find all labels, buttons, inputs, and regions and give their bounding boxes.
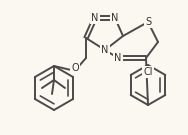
- Text: N: N: [114, 53, 122, 63]
- Text: Cl: Cl: [143, 67, 153, 77]
- Text: N: N: [111, 13, 119, 23]
- Text: S: S: [145, 17, 151, 27]
- Text: N: N: [91, 13, 99, 23]
- Text: O: O: [71, 63, 79, 73]
- Text: N: N: [101, 45, 109, 55]
